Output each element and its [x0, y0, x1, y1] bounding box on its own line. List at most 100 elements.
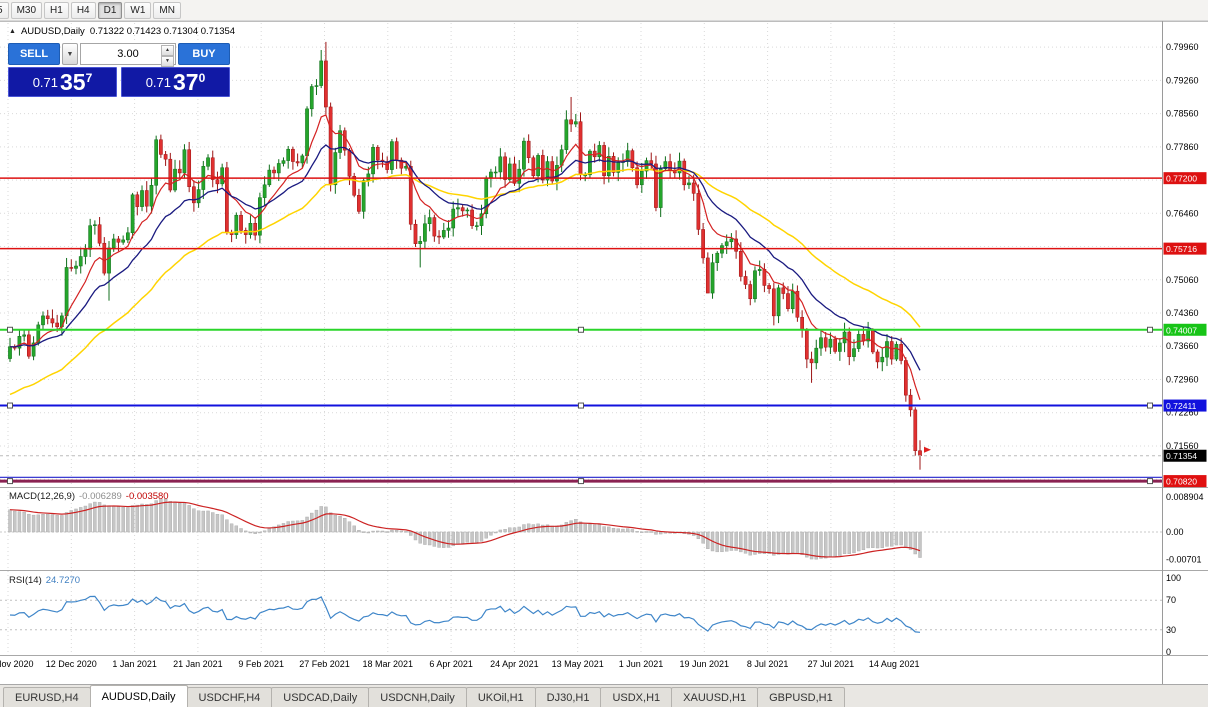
chart-tab-DJ30-H1[interactable]: DJ30,H1: [534, 687, 602, 707]
macd-title-label: MACD(12,26,9): [9, 491, 75, 502]
chart-tab-EURUSD-H4[interactable]: EURUSD,H4: [3, 687, 91, 707]
spin-down-icon[interactable]: ▼: [161, 56, 174, 67]
svg-text:70: 70: [1166, 595, 1176, 605]
chart-tab-USDX-H1[interactable]: USDX,H1: [600, 687, 673, 707]
lot-dropdown-button[interactable]: ▼: [62, 43, 78, 65]
buy-button[interactable]: BUY: [178, 43, 230, 65]
macd-main-value: -0.006289: [79, 491, 122, 502]
svg-text:0.78560: 0.78560: [1166, 109, 1199, 119]
svg-text:0.74360: 0.74360: [1166, 308, 1199, 318]
line-drag-handle[interactable]: [7, 478, 13, 485]
buy-price-main: 37: [173, 68, 199, 95]
date-label: 6 Apr 2021: [429, 659, 473, 669]
rsi-title-label: RSI(14): [9, 575, 42, 586]
lot-size-value: 3.00: [117, 48, 139, 60]
buy-price-display[interactable]: 0.71 37 0: [121, 67, 230, 97]
timeframe-button-5[interactable]: 5: [0, 1, 9, 19]
lot-spinner: ▲ ▼: [161, 45, 174, 67]
rsi-value: 24.7270: [45, 575, 81, 586]
date-label: 19 Jun 2021: [680, 659, 730, 669]
svg-text:0.76460: 0.76460: [1166, 208, 1199, 218]
svg-text:0.70820: 0.70820: [1166, 477, 1197, 487]
date-label: 8 Jul 2021: [747, 659, 789, 669]
date-label: 1 Jan 2021: [112, 659, 157, 669]
timeframe-toolbar: 5M30H1H4D1W1MN: [0, 0, 1208, 21]
chart-ohlc-values: 0.71322 0.71423 0.71304 0.71354: [89, 26, 236, 37]
timeframe-button-M30[interactable]: M30: [10, 1, 43, 19]
price-label-box: [1163, 172, 1207, 185]
svg-text:0.79260: 0.79260: [1166, 75, 1199, 85]
chart-tab-AUDUSD-Daily[interactable]: AUDUSD,Daily: [89, 685, 188, 707]
macd-pane-title: MACD(12,26,9) -0.006289 -0.003580: [9, 491, 169, 502]
chart-symbol-label: AUDUSD,Daily: [20, 26, 85, 37]
svg-text:0.77200: 0.77200: [1166, 174, 1197, 184]
sell-price-sup: 7: [85, 71, 93, 85]
buy-price-prefix: 0.71: [145, 74, 172, 90]
panel-collapse-icon[interactable]: ▲: [9, 28, 16, 35]
chart-tab-XAUUSD-H1[interactable]: XAUUSD,H1: [671, 687, 759, 707]
rsi-pane-title: RSI(14) 24.7270: [9, 575, 80, 586]
sell-arrow-icon: [923, 446, 931, 453]
chevron-down-icon: ▼: [66, 50, 74, 58]
spin-up-icon[interactable]: ▲: [161, 45, 174, 56]
line-drag-handle[interactable]: [7, 326, 13, 333]
sell-price-display[interactable]: 0.71 35 7: [8, 67, 117, 97]
svg-text:0.71560: 0.71560: [1166, 441, 1199, 451]
sell-button[interactable]: SELL: [8, 43, 60, 65]
line-drag-handle[interactable]: [1147, 402, 1153, 409]
chart-tab-USDCNH-Daily[interactable]: USDCNH,Daily: [368, 687, 467, 707]
sell-price-prefix: 0.71: [32, 74, 59, 90]
chart-tab-USDCHF-H4[interactable]: USDCHF,H4: [186, 687, 273, 707]
svg-text:100: 100: [1166, 573, 1181, 583]
line-drag-handle[interactable]: [578, 326, 584, 333]
lot-size-field[interactable]: 3.00 ▲ ▼: [80, 43, 176, 67]
buy-price-sup: 0: [198, 71, 206, 85]
svg-text:0.008904: 0.008904: [1166, 492, 1204, 502]
timeframe-button-W1[interactable]: W1: [124, 1, 152, 19]
timeframe-button-D1[interactable]: D1: [97, 1, 123, 19]
date-label: 21 Jan 2021: [173, 659, 223, 669]
line-drag-handle[interactable]: [578, 478, 584, 485]
price-axis-labels: 0.799600.792600.785600.778600.771600.764…: [1163, 42, 1207, 657]
line-drag-handle[interactable]: [1147, 326, 1153, 333]
svg-text:-0.00701: -0.00701: [1166, 555, 1202, 565]
chart-canvas[interactable]: 0.799600.792600.785600.778600.771600.764…: [0, 21, 1208, 684]
line-drag-handle[interactable]: [578, 402, 584, 409]
timeframe-button-H1[interactable]: H1: [44, 1, 69, 19]
price-label-box: [1163, 242, 1207, 255]
price-label-box: [1163, 475, 1207, 488]
timeframe-button-MN[interactable]: MN: [153, 1, 181, 19]
svg-text:0.75060: 0.75060: [1166, 275, 1199, 285]
horizontal-line-objects[interactable]: [0, 177, 1162, 485]
price-label-box: [1163, 323, 1207, 336]
date-label: 27 Feb 2021: [299, 659, 350, 669]
svg-text:0.72411: 0.72411: [1166, 401, 1197, 411]
svg-text:0.72960: 0.72960: [1166, 374, 1199, 384]
line-drag-handle[interactable]: [1147, 478, 1153, 485]
chart-window: 0.799600.792600.785600.778600.771600.764…: [0, 21, 1208, 684]
svg-text:0.72260: 0.72260: [1166, 408, 1199, 418]
svg-text:0.77860: 0.77860: [1166, 142, 1199, 152]
sell-price-main: 35: [60, 68, 86, 95]
svg-text:0.74007: 0.74007: [1166, 325, 1197, 335]
svg-text:0: 0: [1166, 647, 1171, 657]
price-label-box: [1163, 449, 1207, 462]
svg-text:0.75716: 0.75716: [1166, 244, 1197, 254]
svg-text:30: 30: [1166, 625, 1176, 635]
timeframe-button-H4[interactable]: H4: [70, 1, 96, 19]
date-axis-labels: 24 Nov 2020 12 Dec 2020 1 Jan 2021 21 Jan 2…: [0, 659, 919, 669]
date-label: 1 Jun 2021: [619, 659, 664, 669]
chart-title: ▲ AUDUSD,Daily 0.71322 0.71423 0.71304 0…: [9, 26, 235, 37]
date-label: 13 May 2021: [552, 659, 604, 669]
chart-tab-UKOil-H1[interactable]: UKOil,H1: [465, 687, 536, 707]
moving-averages: [9, 114, 921, 400]
rsi-indicator: [0, 595, 1162, 633]
line-drag-handle[interactable]: [7, 402, 13, 409]
chart-tab-USDCAD-Daily[interactable]: USDCAD,Daily: [271, 687, 370, 707]
chart-tab-GBPUSD-H1[interactable]: GBPUSD,H1: [757, 687, 845, 707]
macd-signal-value: -0.003580: [125, 491, 169, 502]
pane-separators: [0, 21, 1208, 684]
date-label: 24 Apr 2021: [490, 659, 539, 669]
svg-text:0.00: 0.00: [1166, 527, 1184, 537]
